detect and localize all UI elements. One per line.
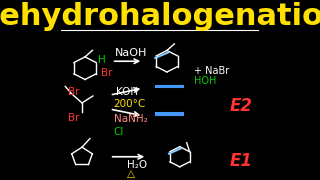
Text: E1: E1 (230, 152, 253, 170)
Text: KOH: KOH (116, 87, 138, 97)
Text: Br: Br (101, 68, 112, 78)
Text: E2: E2 (230, 96, 253, 114)
Text: Cl: Cl (114, 127, 124, 137)
Text: △: △ (127, 169, 135, 179)
Text: NaOH: NaOH (115, 48, 147, 58)
Text: Dehydrohalogenation: Dehydrohalogenation (0, 3, 320, 31)
Text: Br: Br (68, 87, 80, 97)
Text: + NaBr: + NaBr (194, 66, 229, 76)
Text: 200°C: 200°C (114, 99, 146, 109)
Text: NaNH₂: NaNH₂ (114, 114, 148, 124)
Text: Br: Br (68, 113, 80, 123)
Text: HOH: HOH (194, 76, 216, 86)
Text: H₂O: H₂O (127, 160, 148, 170)
Text: H: H (98, 55, 106, 65)
